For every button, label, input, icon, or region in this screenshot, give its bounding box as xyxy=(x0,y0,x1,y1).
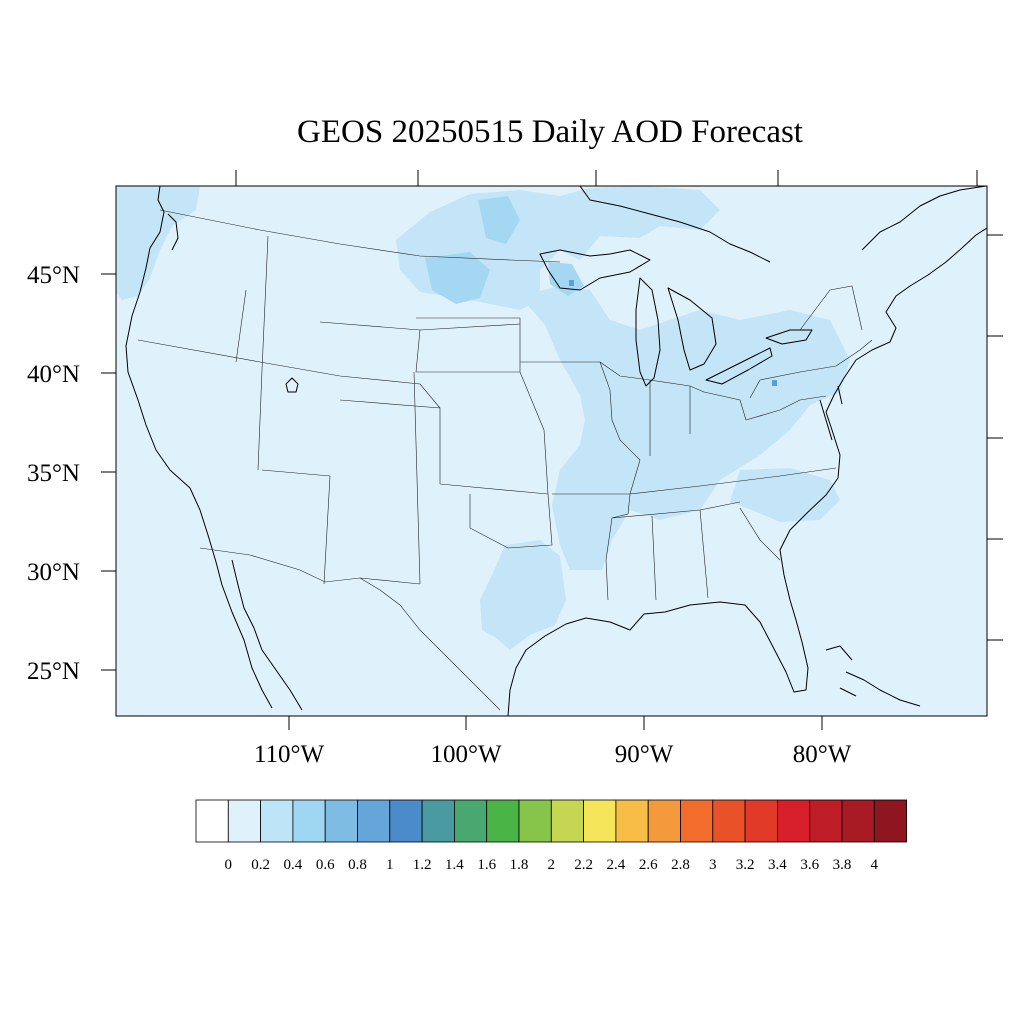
aod-peak-minnesota xyxy=(569,280,574,286)
colorbar-label-19: 3.8 xyxy=(833,857,852,873)
chesapeake-delaware xyxy=(819,385,843,441)
aod-region-north-dakota xyxy=(425,252,490,304)
colorbar-box-0 xyxy=(195,799,229,843)
lake-superior xyxy=(539,249,651,291)
colorbar-label-13: 2.6 xyxy=(639,857,658,873)
lat-label-25n: 25°N xyxy=(27,658,80,685)
us-canada-border xyxy=(159,209,561,263)
plains-states-borders xyxy=(415,317,553,549)
colorbar-label-17: 3.4 xyxy=(768,857,787,873)
aod-region-minnesota xyxy=(548,262,584,296)
great-salt-lake xyxy=(285,377,299,393)
florida-keys-and-islands xyxy=(825,645,921,707)
lon-label-90w: 90°W xyxy=(615,741,674,768)
new-england-coast xyxy=(861,186,987,251)
aod-region-midwest-east xyxy=(520,286,850,570)
map-panel: 110°W 100°W 90°W 80°W 45°N 40°N 35°N 30°… xyxy=(27,170,1003,768)
southeast-states-borders xyxy=(552,467,837,601)
aod-region-lake-superior xyxy=(478,196,520,244)
map-ticks xyxy=(101,170,1003,730)
colorbar-box-4 xyxy=(324,799,358,843)
colorbar-label-18: 3.6 xyxy=(800,857,819,873)
colorbar-box-16 xyxy=(712,799,746,843)
colorbar-labels: 0 0.2 0.4 0.6 0.8 1 1.2 1.4 1.6 1.8 2 2.2 2.4 2.6 2.8 3… xyxy=(225,857,879,873)
lon-label-110w: 110°W xyxy=(254,741,325,768)
gulf-coastline xyxy=(507,574,809,716)
aod-region-southeast xyxy=(730,468,840,522)
northeast-states-borders xyxy=(745,285,873,421)
lon-label-80w: 80°W xyxy=(793,741,852,768)
lat-label-35n: 35°N xyxy=(27,460,80,487)
colorbar-box-13 xyxy=(615,799,649,843)
lake-erie xyxy=(705,347,773,385)
colorbar-label-10: 2 xyxy=(548,857,556,873)
colorbar-label-3: 0.6 xyxy=(316,857,335,873)
colorbar-label-20: 4 xyxy=(871,857,879,873)
midwest-states-borders xyxy=(520,361,747,495)
lake-ontario xyxy=(765,329,813,345)
colorbar-box-5 xyxy=(357,799,391,843)
colorbar-box-11 xyxy=(550,799,584,843)
colorbar-box-18 xyxy=(777,799,811,843)
lake-huron xyxy=(667,287,717,371)
lat-label-30n: 30°N xyxy=(27,559,80,586)
colorbar-box-3 xyxy=(292,799,326,843)
colorbar-box-6 xyxy=(389,799,423,843)
colorbar-label-12: 2.4 xyxy=(607,857,626,873)
us-mexico-border xyxy=(199,547,501,711)
colorbar-label-2: 0.4 xyxy=(284,857,303,873)
colorbar-label-1: 0.2 xyxy=(251,857,270,873)
colorbar-boxes xyxy=(195,799,907,843)
colorbar-box-19 xyxy=(809,799,843,843)
baja-east-coast xyxy=(231,559,303,711)
aod-peak-north-dakota xyxy=(454,290,458,295)
colorbar-label-6: 1.2 xyxy=(413,857,432,873)
colorbar-box-9 xyxy=(486,799,520,843)
map-frame xyxy=(115,185,988,717)
colorbar-label-14: 2.8 xyxy=(671,857,690,873)
canada-north-shore xyxy=(579,186,771,263)
colorbar-box-10 xyxy=(518,799,552,843)
aod-field xyxy=(116,186,987,716)
aod-peak-pennsylvania xyxy=(772,380,777,386)
colorbar-label-5: 1 xyxy=(386,857,394,873)
west-coastline xyxy=(125,186,273,709)
lat-label-45n: 45°N xyxy=(27,262,80,289)
colorbar-label-9: 1.8 xyxy=(510,857,529,873)
colorbar-label-15: 3 xyxy=(709,857,717,873)
colorbar-box-7 xyxy=(421,799,455,843)
colorbar-box-1 xyxy=(227,799,262,843)
colorbar-label-16: 3.2 xyxy=(736,857,755,873)
colorbar-box-14 xyxy=(647,799,681,843)
colorbar-box-21 xyxy=(873,799,907,843)
colorbar-label-0: 0 xyxy=(225,857,233,873)
colorbar-box-12 xyxy=(583,799,617,843)
aod-region-pacific-nw xyxy=(116,186,200,300)
aod-region-texas-east xyxy=(480,540,566,650)
colorbar-label-7: 1.4 xyxy=(445,857,464,873)
colorbar-box-8 xyxy=(453,799,488,843)
colorbar-box-2 xyxy=(260,799,294,843)
colorbar: 0 0.2 0.4 0.6 0.8 1 1.2 1.4 1.6 1.8 2 2.2 2.4 2.6 2.8 3… xyxy=(195,799,907,873)
atlantic-coastline xyxy=(779,227,987,576)
state-borders xyxy=(137,209,873,711)
lon-label-100w: 100°W xyxy=(430,741,501,768)
colorbar-label-11: 2.2 xyxy=(574,857,593,873)
rocky-states-borders xyxy=(137,235,549,585)
coastlines xyxy=(125,186,987,716)
colorbar-box-17 xyxy=(744,799,778,843)
colorbar-box-20 xyxy=(841,799,875,843)
colorbar-box-15 xyxy=(680,799,714,843)
colorbar-label-8: 1.6 xyxy=(477,857,496,873)
colorbar-label-4: 0.8 xyxy=(348,857,367,873)
lat-label-40n: 40°N xyxy=(27,361,80,388)
puget-sound xyxy=(167,213,179,251)
map-title: GEOS 20250515 Daily AOD Forecast xyxy=(297,114,803,150)
